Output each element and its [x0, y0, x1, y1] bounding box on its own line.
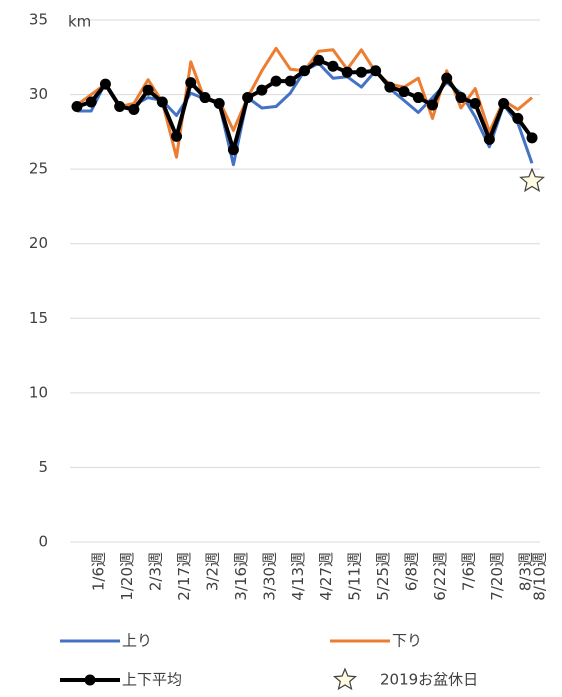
point-marker [227, 144, 239, 156]
point-marker [256, 84, 268, 96]
point-marker [99, 78, 111, 90]
x-tick-label: 3/16週 [232, 552, 250, 601]
point-marker [469, 98, 481, 110]
y-tick-label: 15 [29, 309, 48, 327]
x-tick-label: 1/6週 [90, 552, 108, 591]
x-tick-label: 4/27週 [317, 552, 335, 601]
point-marker [185, 77, 197, 89]
legend-label: 上り [122, 632, 152, 650]
point-marker [156, 96, 168, 108]
x-tick-label: 3/30週 [260, 552, 278, 601]
x-tick-label: 7/20週 [488, 552, 506, 601]
point-marker [299, 65, 311, 77]
point-marker [199, 92, 211, 104]
point-marker [114, 101, 126, 113]
legend-label: 上下平均 [122, 671, 182, 689]
point-marker [355, 66, 367, 78]
point-marker [270, 75, 282, 87]
x-tick-label: 5/11週 [346, 552, 364, 601]
point-marker [341, 66, 353, 78]
legend-label: 2019お盆休日 [380, 671, 478, 689]
point-marker [512, 112, 524, 124]
point-marker [427, 99, 438, 111]
point-marker [526, 132, 538, 144]
point-marker [128, 103, 140, 115]
x-tick-label: 6/8週 [403, 552, 421, 591]
x-tick-label: 2/3週 [147, 552, 165, 591]
x-tick-label: 5/25週 [374, 552, 392, 601]
point-marker [142, 84, 154, 96]
y-tick-label: 5 [38, 458, 48, 476]
series-line [76, 46, 533, 159]
x-tick-label: 3/2週 [203, 552, 221, 591]
x-tick-label: 4/13週 [289, 552, 307, 601]
x-tick-label: 7/6週 [459, 552, 477, 591]
point-marker [412, 92, 424, 104]
point-marker [284, 75, 296, 87]
x-tick-label: 8/10週 [531, 552, 549, 601]
point-marker [455, 92, 467, 104]
x-tick-label: 8/3週 [516, 552, 534, 591]
point-marker [483, 133, 495, 145]
y-tick-label: 30 [29, 85, 48, 103]
point-marker [171, 130, 183, 142]
point-marker [498, 98, 510, 110]
point-marker [85, 96, 97, 108]
point-marker [384, 81, 396, 93]
point-marker [441, 72, 453, 84]
legend-swatch [84, 674, 96, 686]
x-tick-label: 6/22週 [431, 552, 449, 601]
star-marker [519, 167, 545, 193]
point-marker [327, 60, 339, 72]
x-tick-label: 1/20週 [118, 552, 136, 601]
point-marker [370, 65, 382, 77]
series-line [77, 61, 534, 167]
y-tick-label: 20 [29, 234, 48, 252]
point-marker [313, 54, 325, 66]
y-tick-label: 25 [29, 160, 48, 178]
legend-swatch [332, 667, 358, 691]
x-tick-label: 2/17週 [175, 552, 193, 601]
point-marker [71, 101, 83, 113]
legend-label: 下り [392, 632, 422, 650]
point-marker [242, 92, 254, 104]
y-tick-label: 10 [29, 383, 48, 401]
point-marker [398, 86, 410, 98]
point-marker [213, 98, 225, 110]
axis-unit: km [68, 13, 91, 31]
y-tick-label: 0 [38, 533, 48, 551]
y-tick-label: 35 [29, 11, 48, 29]
